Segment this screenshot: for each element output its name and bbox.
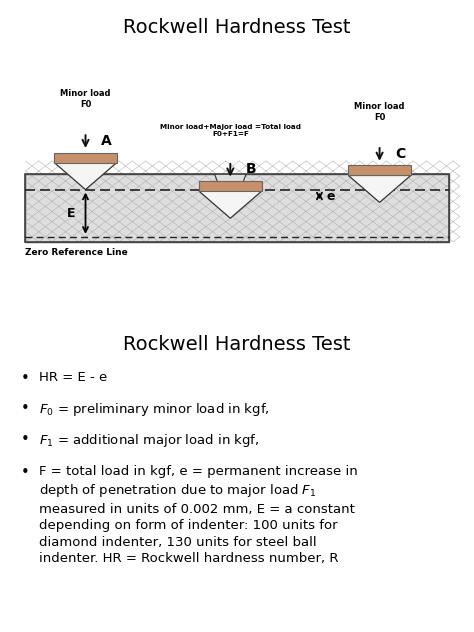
- Text: $F_1$ = additional major load in kgf,: $F_1$ = additional major load in kgf,: [39, 432, 259, 449]
- Text: •: •: [21, 401, 30, 416]
- Text: •: •: [21, 371, 30, 386]
- Text: Minor load
F0: Minor load F0: [355, 102, 405, 121]
- Text: B: B: [246, 162, 256, 176]
- Polygon shape: [364, 174, 395, 201]
- Polygon shape: [348, 166, 411, 176]
- Text: A: A: [101, 134, 112, 148]
- Polygon shape: [199, 191, 262, 218]
- Text: Minor load+Major load =Total load
F0+F1=F: Minor load+Major load =Total load F0+F1=…: [160, 125, 301, 137]
- Text: Rockwell Hardness Test: Rockwell Hardness Test: [123, 18, 351, 37]
- Polygon shape: [55, 152, 117, 162]
- Polygon shape: [55, 162, 117, 190]
- Text: Minor load
F0: Minor load F0: [60, 89, 111, 109]
- Text: •: •: [21, 465, 30, 480]
- Polygon shape: [25, 174, 448, 242]
- Text: C: C: [395, 147, 405, 161]
- Polygon shape: [215, 174, 246, 217]
- Polygon shape: [348, 176, 411, 202]
- Text: E: E: [67, 207, 76, 220]
- Text: e: e: [326, 190, 335, 202]
- Text: $F_0$ = preliminary minor load in kgf,: $F_0$ = preliminary minor load in kgf,: [39, 401, 269, 418]
- Text: Zero Reference Line: Zero Reference Line: [25, 248, 128, 257]
- Text: Rockwell Hardness Test: Rockwell Hardness Test: [123, 335, 351, 354]
- Text: HR = E - e: HR = E - e: [39, 371, 107, 384]
- Text: •: •: [21, 432, 30, 447]
- Polygon shape: [199, 181, 262, 191]
- Text: F = total load in kgf, e = permanent increase in
depth of penetration due to maj: F = total load in kgf, e = permanent inc…: [39, 465, 357, 566]
